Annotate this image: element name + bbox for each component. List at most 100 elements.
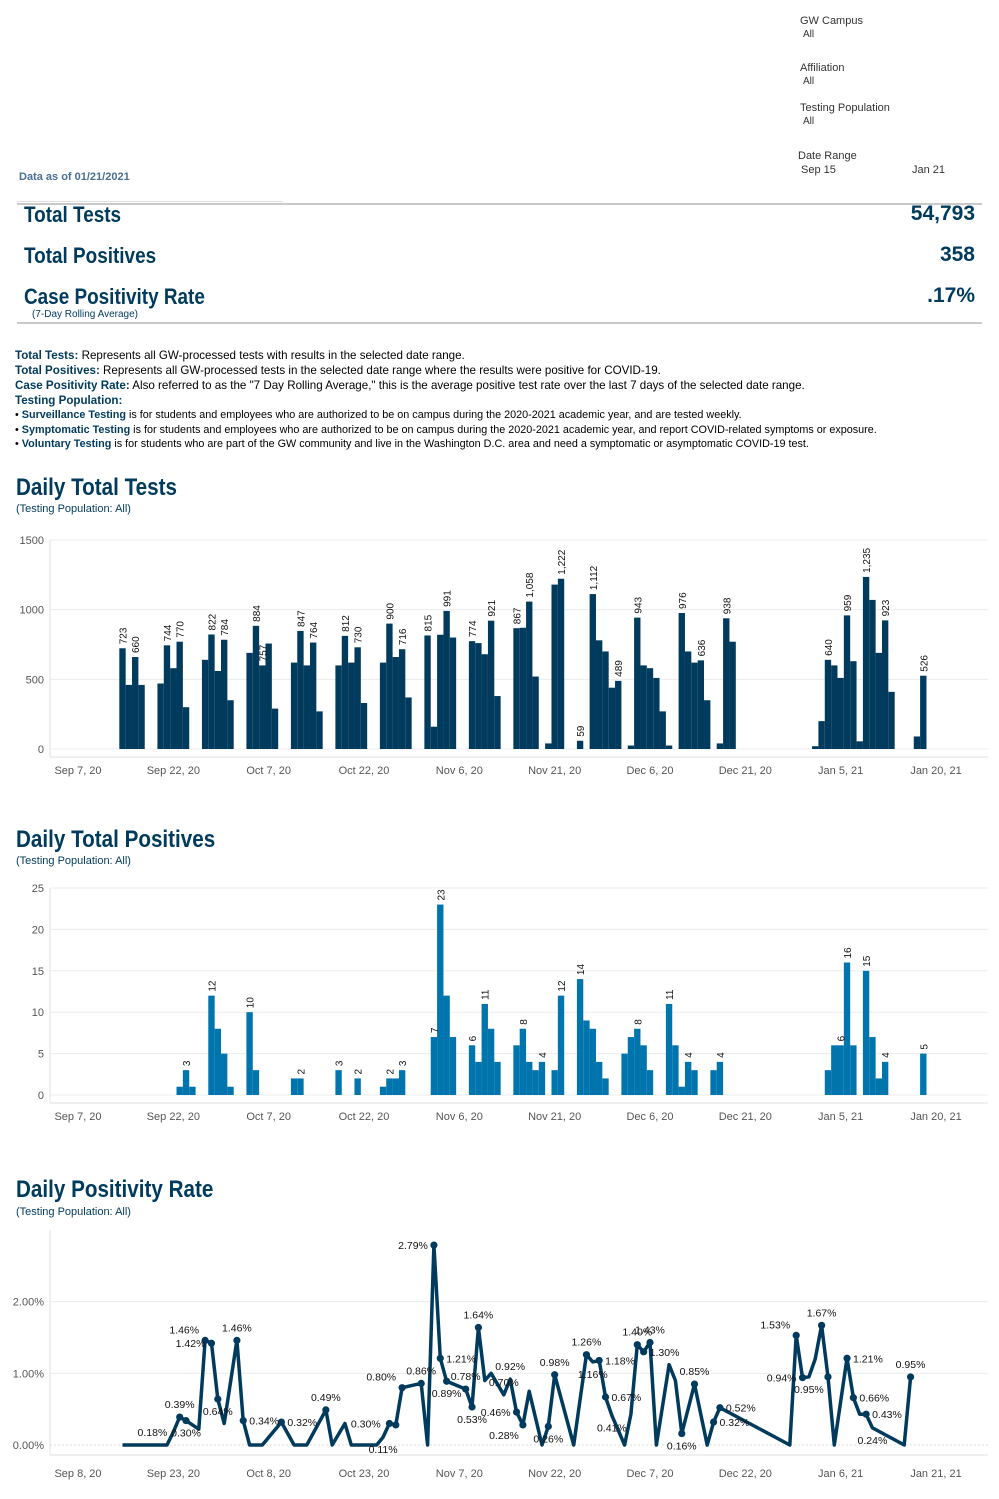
data-label: 3: [398, 1060, 409, 1066]
y-tick-label: 5: [38, 1049, 44, 1061]
bar: [208, 995, 215, 1095]
data-label: 938: [722, 597, 733, 614]
filter-campus-value[interactable]: All: [803, 29, 815, 40]
bar: [621, 1053, 628, 1095]
data-label: 1.21%: [446, 1353, 476, 1365]
y-tick-label: 500: [26, 674, 44, 686]
bullet-text: is for students and employees who are au…: [126, 409, 742, 421]
bar: [208, 634, 215, 749]
bar: [265, 643, 272, 749]
data-label: 5: [919, 1044, 930, 1050]
data-label: 716: [398, 628, 409, 645]
data-label: 1.16%: [578, 1369, 608, 1381]
date-range-start[interactable]: Sep 15: [801, 164, 836, 176]
bar: [723, 618, 730, 749]
date-range-end[interactable]: Jan 21: [912, 164, 946, 176]
data-label: 815: [424, 614, 435, 631]
data-label: 0.24%: [858, 1435, 888, 1447]
data-label: 0.53%: [457, 1414, 487, 1426]
bar: [487, 1028, 495, 1095]
data-label: 0.28%: [489, 1430, 519, 1442]
rate-point: [519, 1421, 527, 1429]
x-tick-label: Nov 21, 20: [528, 765, 581, 777]
bar: [684, 651, 692, 749]
data-label: 11: [481, 989, 492, 1000]
bar: [602, 651, 609, 749]
data-label: 0.95%: [896, 1359, 926, 1371]
rate-point: [818, 1321, 826, 1329]
x-tick-label: Oct 8, 20: [246, 1468, 291, 1480]
bar: [335, 1070, 342, 1095]
kpi-total-tests-label: Total Tests: [24, 202, 122, 227]
data-label: 723: [118, 627, 129, 644]
data-label: 0.16%: [667, 1441, 697, 1453]
bar: [513, 628, 520, 749]
bar: [252, 625, 260, 749]
bar: [303, 665, 310, 749]
data-label: 3: [335, 1060, 346, 1066]
bullet-text: is for students and employees who are au…: [130, 423, 877, 436]
x-tick-label: Dec 21, 20: [719, 765, 772, 777]
bar: [672, 1045, 679, 1095]
bar: [379, 662, 387, 749]
data-label: 976: [678, 592, 689, 609]
bar: [494, 1061, 501, 1095]
rate-point: [207, 1339, 216, 1347]
def-term: Total Positives:: [15, 364, 100, 377]
x-tick-label: Oct 22, 20: [339, 1111, 390, 1123]
data-label: 812: [341, 615, 352, 632]
def-term: Case Positivity Rate:: [15, 379, 130, 392]
x-tick-label: Sep 7, 20: [54, 1111, 101, 1123]
bar: [271, 708, 279, 749]
rate-point: [322, 1406, 330, 1414]
bar: [557, 578, 565, 749]
bar: [214, 670, 221, 749]
bar: [119, 648, 126, 749]
data-label: 0.66%: [859, 1393, 889, 1405]
data-label: 764: [309, 621, 320, 638]
rate-point: [843, 1354, 851, 1362]
rate-chart-title: Daily Positivity Rate: [16, 1176, 214, 1203]
filter-population-value[interactable]: All: [803, 116, 815, 127]
filter-affiliation-value[interactable]: All: [803, 76, 815, 87]
bar: [297, 630, 304, 749]
bar: [697, 660, 705, 749]
bar: [176, 1086, 183, 1095]
bar: [252, 1070, 260, 1095]
x-tick-label: Oct 7, 20: [246, 765, 291, 777]
bar: [837, 1045, 844, 1095]
bar: [920, 1053, 927, 1095]
bar: [850, 1045, 857, 1095]
data-label: 0.85%: [680, 1366, 710, 1378]
rate-point: [646, 1338, 654, 1347]
bar: [920, 675, 927, 749]
data-label: 8: [519, 1019, 530, 1025]
data-label: 991: [443, 590, 454, 607]
bar: [246, 1012, 253, 1095]
x-tick-label: Oct 22, 20: [339, 765, 390, 777]
bar: [595, 1061, 603, 1095]
data-label: 0.49%: [311, 1392, 341, 1404]
bar: [290, 1078, 298, 1095]
bar: [875, 652, 882, 749]
bar: [659, 711, 666, 749]
bar: [176, 641, 183, 749]
y-tick-label: 1.00%: [13, 1368, 44, 1380]
bar: [405, 697, 412, 749]
rate-point: [474, 1323, 482, 1332]
bar: [519, 1028, 527, 1095]
def-term: Total Tests:: [15, 349, 79, 362]
data-label: 526: [919, 655, 930, 672]
data-label: 0.92%: [495, 1361, 525, 1373]
x-tick-label: Jan 6, 21: [818, 1468, 863, 1480]
data-label: 6: [468, 1035, 479, 1041]
data-label: 0.80%: [366, 1372, 396, 1384]
bar: [386, 623, 393, 749]
data-label: 822: [207, 613, 218, 630]
y-tick-label: 0: [38, 744, 44, 756]
data-label: 0.46%: [481, 1407, 511, 1419]
bar: [831, 665, 838, 749]
bar: [881, 620, 889, 749]
rate-point: [398, 1384, 406, 1392]
x-tick-label: Jan 5, 21: [818, 765, 863, 777]
